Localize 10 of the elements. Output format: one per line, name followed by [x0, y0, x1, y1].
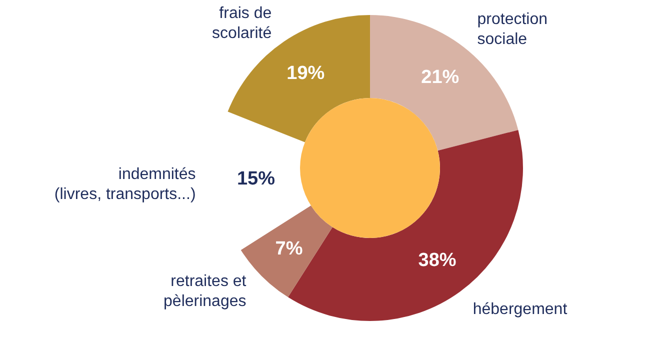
data-label: 38% — [418, 250, 456, 272]
slice-label: hébergement — [472, 301, 568, 318]
data-label: 21% — [421, 67, 460, 88]
slice-label: indemnités (livres, transports...) — [54, 166, 196, 203]
slice-label: retraites et pèlerinages — [164, 273, 247, 310]
data-label: 19% — [286, 62, 325, 84]
slice-label: frais de scolarité — [212, 4, 272, 42]
data-label: 7% — [275, 238, 303, 260]
slice-label: protection sociale — [477, 11, 548, 48]
data-label: 15% — [236, 168, 276, 190]
